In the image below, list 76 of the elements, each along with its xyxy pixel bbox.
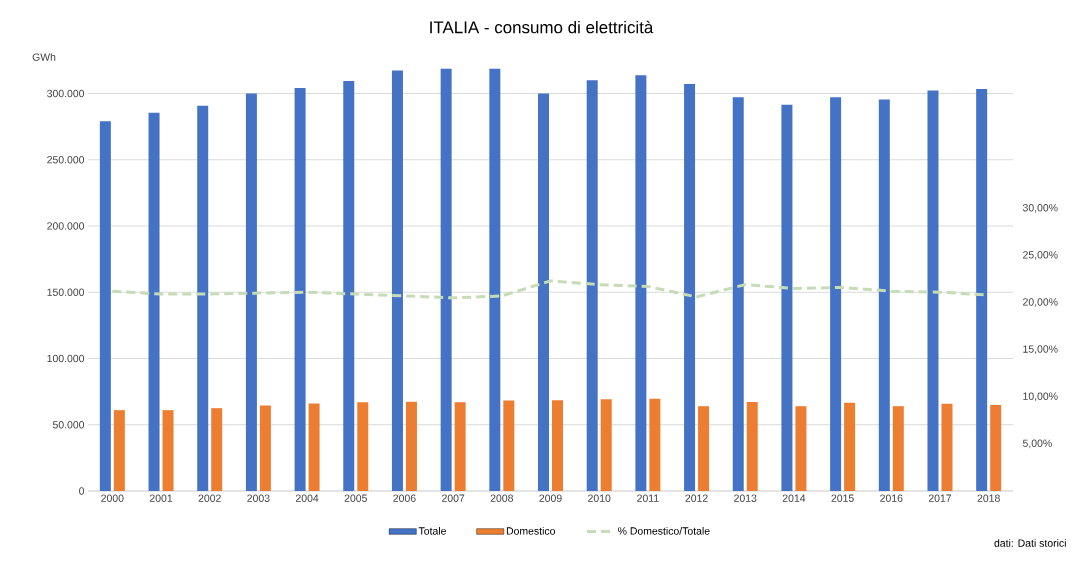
- y2-tick-label: 25,00%: [1023, 251, 1058, 260]
- bar: [830, 97, 842, 491]
- x-tick-label: 2018: [977, 494, 1000, 502]
- bar: [503, 400, 515, 491]
- y-tick-label: 250.000: [47, 156, 85, 164]
- legend-label: Domestico: [506, 526, 556, 535]
- bar: [391, 70, 403, 491]
- bar: [148, 112, 160, 491]
- bar: [684, 84, 696, 491]
- chart-title: ITALIA - consumo di elettricità: [430, 20, 654, 34]
- bar: [781, 104, 793, 491]
- bar: [489, 68, 501, 491]
- bar: [113, 410, 125, 491]
- x-tick-label: 2012: [685, 494, 708, 502]
- x-tick-label: 2002: [198, 494, 221, 502]
- x-tick-label: 2006: [393, 494, 416, 502]
- x-tick-label: 2010: [588, 494, 611, 502]
- bar: [649, 398, 661, 491]
- bar: [343, 81, 355, 491]
- text: dati: Dati storici: [994, 539, 1066, 547]
- bar: [732, 97, 744, 491]
- bar: [586, 80, 598, 491]
- bar: [795, 406, 807, 491]
- x-tick-label: 2009: [539, 494, 562, 502]
- bar: [259, 405, 271, 491]
- bar: [635, 75, 647, 491]
- y-tick-label: 200.000: [47, 222, 85, 230]
- x-tick-label: 2003: [247, 494, 270, 502]
- bar: [162, 410, 174, 491]
- legend-label: Totale: [418, 526, 446, 535]
- y2-tick-label: 20,00%: [1023, 298, 1058, 307]
- bar: [294, 87, 306, 491]
- y-tick-label: 50.000: [52, 421, 85, 429]
- x-tick-label: 2007: [442, 494, 465, 502]
- x-tick-label: 2016: [880, 494, 903, 502]
- y-axis-title: GWh: [32, 53, 56, 61]
- x-tick-label: 2004: [295, 494, 319, 502]
- y2-tick-label: 15,00%: [1023, 345, 1058, 354]
- x-tick-label: 2015: [831, 494, 854, 502]
- x-tick-label: 2000: [101, 494, 124, 502]
- bar: [99, 121, 111, 491]
- bar: [941, 403, 953, 491]
- x-tick-label: 2008: [490, 494, 513, 502]
- bar: [197, 105, 209, 491]
- legend-label: % Domestico/Totale: [618, 526, 710, 535]
- y2-tick-label: 30,00%: [1022, 204, 1058, 213]
- bar: [698, 406, 710, 491]
- x-tick-label: 2014: [782, 494, 806, 502]
- bar: [405, 401, 417, 491]
- bar: [878, 99, 890, 491]
- bar: [746, 402, 758, 491]
- bar: [990, 405, 1002, 491]
- y-tick-label: 150.000: [47, 288, 85, 296]
- bar: [976, 88, 988, 491]
- y-tick-label: 300.000: [47, 89, 85, 98]
- bar: [552, 400, 564, 491]
- bar: [440, 68, 452, 491]
- y2-tick-label: 5,00%: [1022, 439, 1052, 449]
- bar: [357, 402, 369, 491]
- bar: [245, 93, 257, 491]
- bar: [927, 90, 939, 491]
- bar: [600, 399, 612, 491]
- bar: [538, 93, 550, 491]
- bar: [454, 402, 466, 491]
- x-tick-label: 2013: [734, 494, 757, 502]
- y-tick-label: 0: [79, 487, 85, 495]
- x-tick-label: 2011: [637, 494, 659, 502]
- x-tick-label: 2017: [928, 494, 952, 502]
- bar: [308, 403, 320, 491]
- x-tick-label: 2001: [149, 494, 173, 502]
- y-tick-label: 100.000: [47, 354, 85, 363]
- bar: [211, 408, 223, 491]
- bar: [844, 402, 856, 491]
- x-tick-label: 2005: [344, 494, 367, 502]
- y2-tick-label: 10,00%: [1023, 392, 1058, 402]
- bar: [892, 406, 904, 491]
